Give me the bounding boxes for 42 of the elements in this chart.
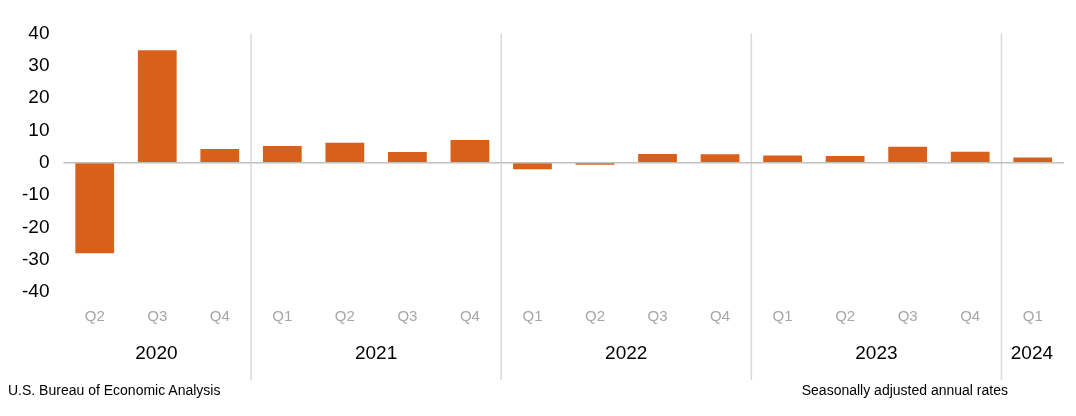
x-tick-label: Q2 [334,307,355,325]
bar [137,50,177,163]
x-tick-label: Q4 [459,307,480,325]
x-tick-label: Q2 [584,307,606,325]
x-tick-label: Q2 [835,307,856,325]
x-tick-label: Q1 [272,307,293,325]
x-tick-label: Q4 [209,307,230,325]
bar [262,145,302,163]
x-tick-label: Q3 [647,307,668,325]
bar [950,151,990,163]
x-tick-label: Q4 [710,307,731,325]
x2-tick-label: 2020 [135,342,178,364]
bar [200,149,240,163]
bar [75,162,115,254]
y-tick-label: -30 [21,247,50,269]
text: U.S. Bureau of Economic Analysis [8,382,221,398]
bar [888,146,928,163]
x2-tick-label: 2021 [354,342,398,364]
x-tick-label: Q4 [960,307,981,325]
x2-tick-label: 2023 [855,342,898,364]
y-tick-label: -20 [21,215,50,237]
y-tick-label: 0 [38,150,50,172]
x-tick-label: Q3 [897,307,918,325]
y-tick-label: 30 [28,53,50,75]
text: Seasonally adjusted annual rates [801,382,1008,398]
y-tick-label: 10 [28,118,50,140]
x-tick-label: Q1 [772,307,793,325]
bar [325,142,365,163]
x-tick-label: Q3 [147,307,168,325]
x-tick-label: Q3 [397,307,418,325]
y-tick-label: 20 [28,86,50,108]
x-tick-label: Q2 [84,307,105,325]
y-tick-label: -40 [21,280,50,302]
x-tick-label: Q1 [1022,307,1043,325]
y-tick-label: 40 [28,21,50,43]
x-tick-label: Q1 [522,307,543,325]
y-tick-label: -10 [21,183,50,205]
bar [513,162,552,170]
x2-tick-label: 2024 [1010,342,1054,364]
x2-tick-label: 2022 [605,342,648,364]
bar [388,152,427,163]
bar [450,140,490,163]
